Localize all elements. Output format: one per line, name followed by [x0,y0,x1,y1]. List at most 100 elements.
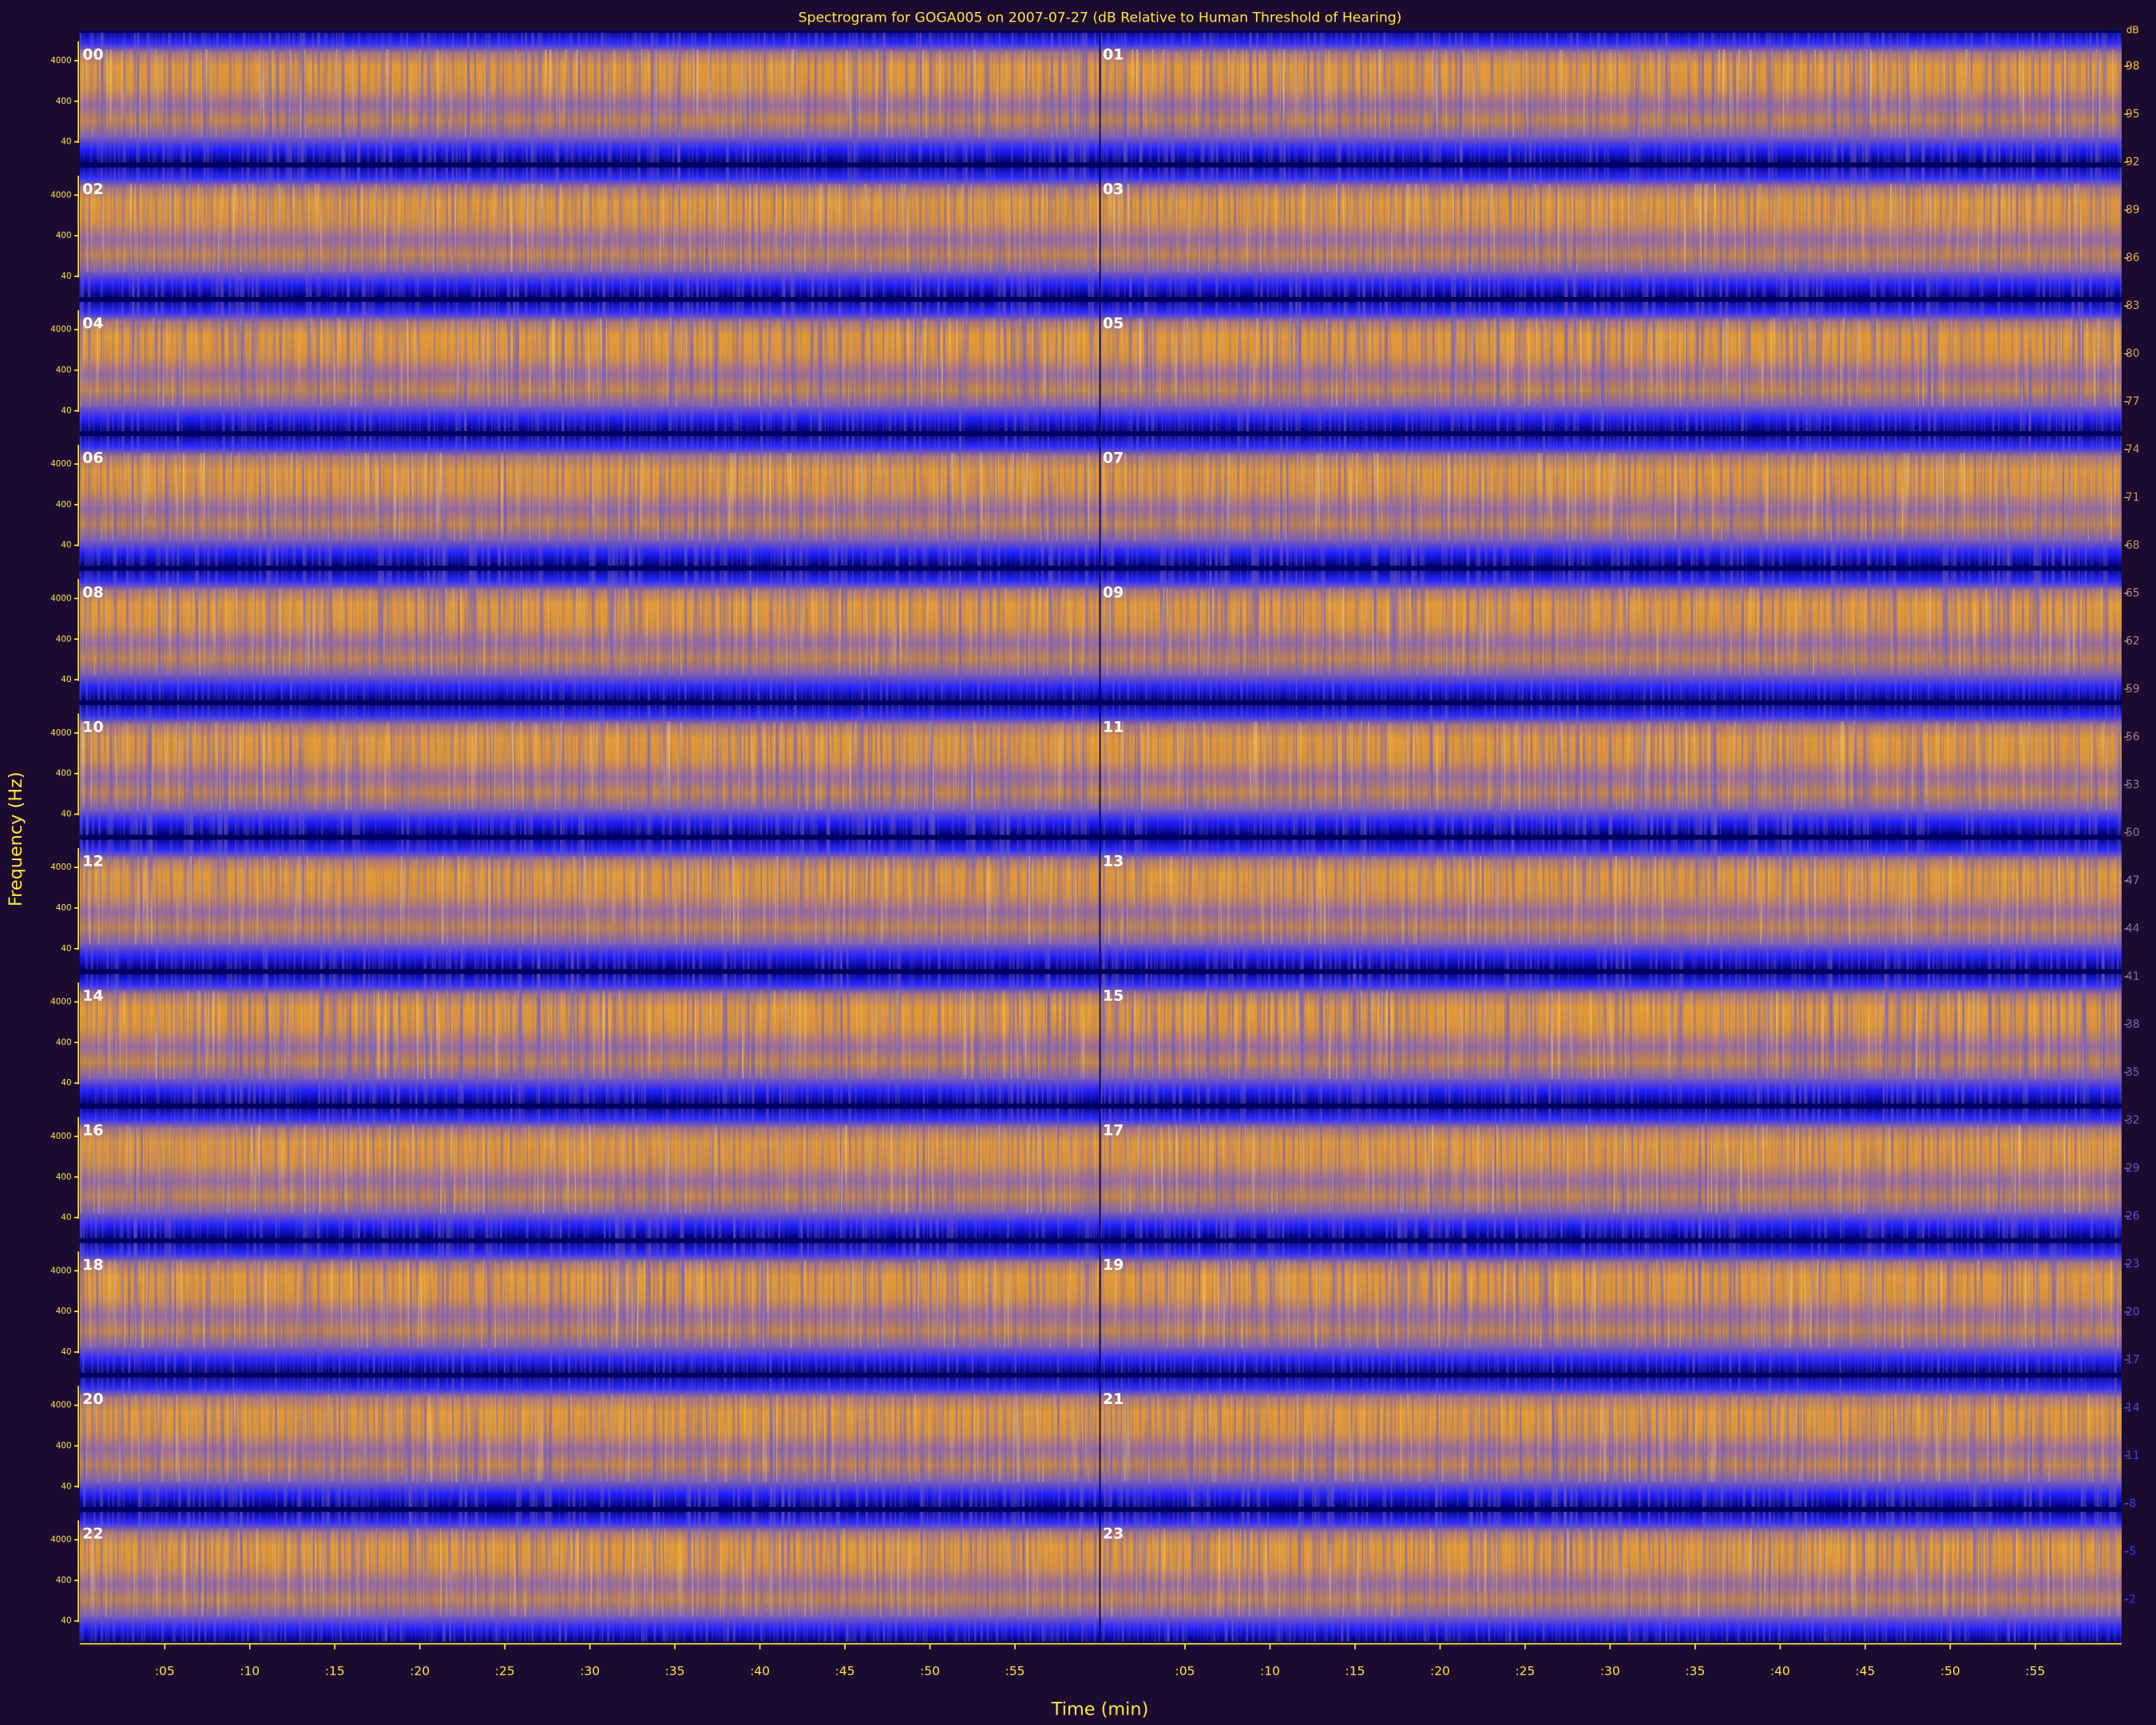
hour-label: 19 [1103,1256,1124,1274]
colorbar-tick-label: 5 [2129,1545,2136,1558]
x-tick-label: :15 [1346,1664,1365,1678]
colorbar-tick-label: 80 [2126,347,2140,360]
y-tick-label: 4000 [50,593,71,603]
x-tick-label: :15 [325,1664,345,1678]
x-tick-label: :50 [920,1664,940,1678]
y-tick-label: 400 [56,1307,72,1316]
colorbar-tick-label: 59 [2126,683,2140,696]
colorbar-tick-label: 14 [2126,1402,2140,1414]
colorbar-tick-label: 50 [2126,827,2140,839]
x-tick-label: :35 [665,1664,685,1678]
y-tick-label: 400 [56,500,72,510]
y-tick-label: 400 [56,769,72,779]
hour-label: 00 [82,46,103,63]
y-tick-label: 40 [61,675,71,684]
colorbar-label: dB [2126,24,2139,35]
colorbar-tick-label: 71 [2126,491,2140,504]
x-tick-label: :20 [1430,1664,1450,1678]
x-tick-label: :10 [1260,1664,1280,1678]
plot-background [79,30,2122,1643]
y-tick-label: 4000 [50,862,71,872]
y-tick-label: 4000 [50,728,71,738]
y-tick-label: 40 [61,1213,71,1223]
y-tick-label: 4000 [50,325,71,335]
colorbar-tick-label: 11 [2126,1449,2140,1462]
hour-label: 11 [1103,718,1124,736]
colorbar-tick-label: 38 [2126,1018,2140,1031]
colorbar-tick-label: 29 [2126,1162,2140,1175]
x-tick-label: :45 [835,1664,855,1678]
colorbar-tick-label: 83 [2126,299,2140,312]
x-tick-label: :50 [1940,1664,1960,1678]
x-tick-label: :10 [240,1664,260,1678]
hour-label: 03 [1103,180,1124,198]
colorbar-tick-label: 2 [2129,1593,2136,1606]
chart-title: Spectrogram for GOGA005 on 2007-07-27 (d… [799,10,1402,26]
y-tick-label: 400 [56,1576,72,1585]
colorbar-tick-label: 47 [2126,874,2140,887]
y-tick-label: 40 [61,272,71,281]
y-tick-label: 4000 [50,997,71,1007]
colorbar-tick-label: 92 [2126,156,2140,169]
hour-label: 09 [1103,584,1124,601]
x-axis-label: Time (min) [1051,1699,1149,1720]
hour-label: 23 [1103,1525,1124,1543]
colorbar-tick-label: 53 [2126,779,2140,791]
y-tick-label: 400 [56,1037,72,1047]
hour-label: 05 [1103,315,1124,332]
x-tick-label: :05 [155,1664,175,1678]
y-tick-label: 4000 [50,1535,71,1545]
y-tick-label: 400 [56,1441,72,1451]
colorbar-tick-label: 26 [2126,1210,2140,1223]
hour-label: 22 [82,1525,103,1543]
y-tick-label: 40 [61,1078,71,1088]
colorbar-tick-label: 44 [2126,922,2140,935]
hour-label: 14 [82,987,103,1005]
x-tick-label: :35 [1685,1664,1705,1678]
y-tick-label: 40 [61,137,71,147]
y-tick-label: 400 [56,366,72,375]
hour-label: 21 [1103,1390,1124,1408]
hour-label: 17 [1103,1121,1124,1139]
colorbar-tick-label: 62 [2126,635,2140,648]
x-tick-label: :40 [1770,1664,1790,1678]
x-tick-label: :55 [1005,1664,1025,1678]
y-tick-label: 40 [61,1481,71,1491]
colorbar-tick-label: 95 [2126,108,2140,121]
y-tick-label: 400 [56,903,72,913]
y-tick-label: 400 [56,1172,72,1182]
colorbar-tick-label: 17 [2126,1354,2140,1366]
x-tick-label: :05 [1175,1664,1195,1678]
colorbar-tick-label: 20 [2126,1306,2140,1319]
y-tick-label: 4000 [50,1401,71,1410]
hour-label: 08 [82,584,103,601]
colorbar-tick-label: 8 [2129,1497,2136,1510]
hour-label: 04 [82,315,103,332]
x-tick-label: :20 [410,1664,430,1678]
y-tick-label: 4000 [50,1132,71,1141]
hour-label: 10 [82,718,103,736]
hour-label: 13 [1103,853,1124,870]
y-tick-label: 40 [61,541,71,550]
x-tick-label: :30 [580,1664,600,1678]
hour-label: 02 [82,180,103,198]
hour-label: 15 [1103,987,1124,1005]
colorbar-tick-label: 98 [2126,60,2140,73]
hour-label: 07 [1103,450,1124,467]
hour-label: 06 [82,450,103,467]
colorbar-tick-label: 86 [2126,252,2140,264]
y-tick-label: 4000 [50,1266,71,1275]
y-tick-label: 400 [56,634,72,644]
y-tick-label: 40 [61,1616,71,1626]
colorbar-tick-label: 65 [2126,587,2140,600]
colorbar-tick-label: 41 [2126,970,2140,983]
hour-label: 12 [82,853,103,870]
colorbar-tick-label: 35 [2126,1066,2140,1079]
y-axis-label: Frequency (Hz) [6,771,26,906]
y-tick-label: 40 [61,406,71,415]
y-tick-label: 400 [56,97,72,106]
x-tick-label: :25 [1515,1664,1535,1678]
y-tick-label: 40 [61,809,71,819]
x-tick-label: :45 [1855,1664,1875,1678]
hour-label: 20 [82,1390,103,1408]
